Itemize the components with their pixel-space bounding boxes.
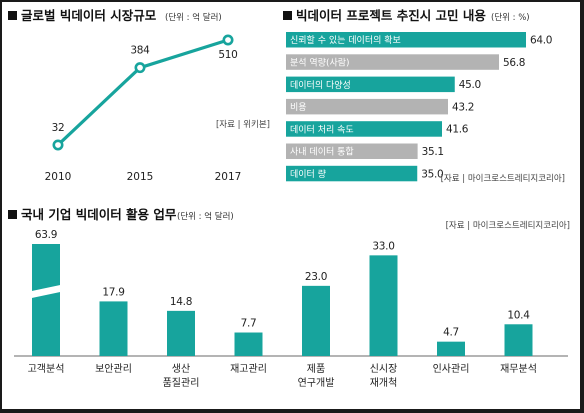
hbar-value-label: 64.0 bbox=[530, 35, 552, 47]
line-point bbox=[134, 62, 146, 74]
line-point bbox=[222, 34, 234, 46]
hbar-category-label: 분석 역량(사람) bbox=[290, 57, 350, 69]
hbar-bar bbox=[286, 32, 526, 48]
vbar-bar bbox=[234, 332, 263, 356]
vbar-chart-unit: (단위 : 억 달러) bbox=[177, 211, 234, 222]
line-chart-unit: (단위 : 억 달러) bbox=[165, 12, 222, 23]
vbar-value-label: 14.8 bbox=[170, 296, 192, 308]
vbar-bar bbox=[99, 301, 128, 356]
title-marker-icon bbox=[8, 210, 17, 219]
vbar-value-label: 23.0 bbox=[305, 271, 327, 283]
vbar-bar bbox=[302, 285, 330, 356]
axis-break-mark bbox=[27, 284, 65, 299]
hbar-bar bbox=[286, 165, 418, 182]
hbar-value-label: 35.1 bbox=[422, 146, 444, 158]
x-tick-label: 2015 bbox=[127, 171, 154, 183]
x-category-label: 제품 bbox=[307, 363, 325, 375]
vbar-value-label: 10.4 bbox=[507, 309, 530, 321]
hbar-bar bbox=[286, 76, 455, 93]
hbar-category-label: 데이터의 다양성 bbox=[290, 80, 351, 91]
hbar-value-label: 56.8 bbox=[503, 57, 525, 69]
hbar-value-label: 35.0 bbox=[421, 168, 443, 180]
vbar-bar bbox=[504, 324, 533, 356]
x-category-label: 재무분석 bbox=[500, 363, 537, 375]
hbar-value-label: 41.6 bbox=[446, 124, 469, 136]
vbar-bar bbox=[32, 244, 60, 356]
x-tick-label: 2010 bbox=[45, 171, 72, 183]
hbar-value-label: 43.2 bbox=[452, 101, 474, 113]
vbar-chart-source: [자료 | 마이크로스트레티지코리아] bbox=[446, 220, 570, 231]
vbar-value-label: 63.9 bbox=[35, 229, 57, 241]
vbar-value-label: 7.7 bbox=[241, 318, 257, 330]
hbar-bar bbox=[286, 143, 418, 159]
hbar-chart-source: [자료 | 마이크로스트레티지코리아] bbox=[441, 173, 565, 184]
line-value-label: 510 bbox=[218, 49, 237, 61]
hbar-chart-panel: 빅데이터 프로젝트 추진시 고민 내용 (단위 : %) 신뢰할 수 있는 데이… bbox=[283, 8, 565, 184]
hbar-chart-unit: (단위 : %) bbox=[491, 12, 530, 23]
vbar-value-label: 17.9 bbox=[102, 286, 124, 298]
vbar-chart-panel: 국내 기업 빅데이터 활용 업무 (단위 : 억 달러) [자료 | 마이크로스… bbox=[8, 207, 570, 389]
x-category-label: 재고관리 bbox=[230, 363, 267, 375]
title-marker-icon bbox=[8, 11, 17, 20]
x-category-label: 품질관리 bbox=[163, 377, 200, 389]
x-category-label: 연구개발 bbox=[298, 377, 335, 389]
x-category-label: 재개척 bbox=[370, 377, 398, 389]
hbar-bar bbox=[286, 121, 442, 137]
title-marker-icon bbox=[283, 11, 292, 20]
line-chart-panel: 글로벌 빅데이터 시장규모 (단위 : 억 달러) 32 2010 384 2015 5… bbox=[8, 8, 270, 183]
vbar-bar bbox=[167, 310, 195, 356]
vbar-value-label: 33.0 bbox=[372, 240, 394, 252]
line-value-label: 32 bbox=[52, 122, 65, 134]
vbar-chart-title: 국내 기업 빅데이터 활용 업무 bbox=[21, 207, 177, 222]
x-tick-label: 2017 bbox=[215, 171, 242, 183]
hbar-bar bbox=[286, 98, 448, 115]
x-category-label: 보안관리 bbox=[95, 363, 132, 375]
vbar-bar bbox=[369, 255, 398, 356]
hbar-category-label: 비용 bbox=[290, 102, 307, 113]
line-point bbox=[52, 139, 64, 151]
infographic-frame: 글로벌 빅데이터 시장규모 (단위 : 억 달러) 32 2010 384 2015 5… bbox=[2, 2, 580, 409]
hbar-value-label: 45.0 bbox=[459, 79, 481, 91]
vbar-value-label: 4.7 bbox=[443, 327, 459, 339]
line-chart-title: 글로벌 빅데이터 시장규모 bbox=[21, 8, 157, 23]
hbar-category-label: 데이터 량 bbox=[290, 168, 326, 180]
hbar-bar bbox=[286, 54, 499, 70]
x-category-label: 고객분석 bbox=[28, 363, 65, 375]
x-category-label: 생산 bbox=[172, 363, 190, 375]
x-category-label: 신시장 bbox=[370, 363, 398, 375]
hbar-category-label: 데이터 처리 속도 bbox=[290, 123, 354, 135]
vbar-bar bbox=[437, 341, 465, 356]
line-value-label: 384 bbox=[130, 45, 150, 57]
hbar-chart-title: 빅데이터 프로젝트 추진시 고민 내용 bbox=[296, 8, 486, 23]
x-category-label: 인사관리 bbox=[433, 363, 470, 375]
line-chart-source: [자료 | 위키본] bbox=[216, 120, 270, 130]
infographic-svg: 글로벌 빅데이터 시장규모 (단위 : 억 달러) 32 2010 384 2015 5… bbox=[8, 8, 570, 389]
hbar-category-label: 신뢰할 수 있는 데이터의 확보 bbox=[290, 34, 401, 46]
hbar-category-label: 사내 데이터 통합 bbox=[290, 147, 354, 158]
